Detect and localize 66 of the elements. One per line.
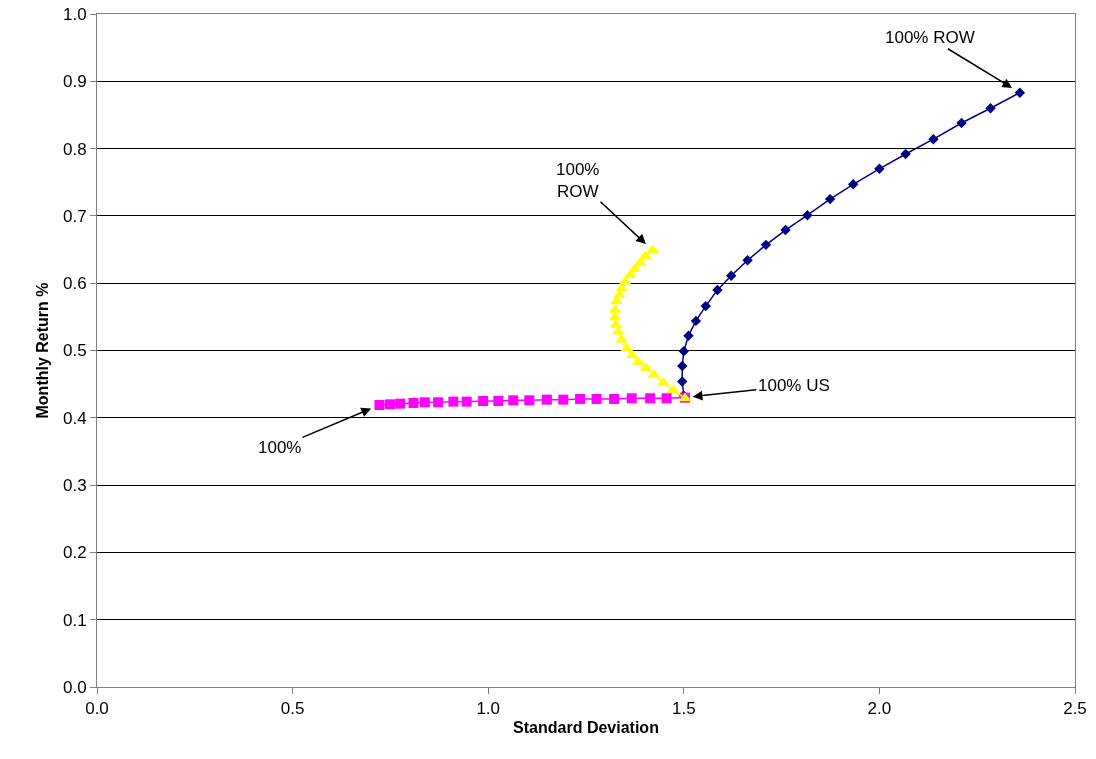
point xyxy=(678,345,689,357)
point xyxy=(780,224,791,236)
annotation: 100% ROW xyxy=(885,28,975,47)
x-tick-label: 1.5 xyxy=(671,699,696,719)
point xyxy=(609,393,620,404)
point xyxy=(493,395,504,406)
y-axis-title: Monthly Return % xyxy=(33,282,51,419)
x-tick-label: 0.0 xyxy=(85,699,109,719)
point xyxy=(1014,87,1026,98)
point xyxy=(742,255,753,266)
y-tick-label: 0.5 xyxy=(62,341,87,361)
point xyxy=(690,315,702,327)
annotation: 100% US xyxy=(758,376,830,395)
point xyxy=(725,270,737,281)
point xyxy=(612,289,626,299)
point xyxy=(847,179,859,190)
point xyxy=(677,376,688,387)
point xyxy=(645,393,656,404)
y-tick-label: 0.7 xyxy=(62,206,87,226)
annotation: 100% ROW xyxy=(556,160,600,202)
x-tick-label: 0.5 xyxy=(280,699,305,719)
y-tick-label: 0.1 xyxy=(62,610,87,630)
x-tick-label: 2.5 xyxy=(1063,699,1087,719)
y-tick-label: 0.3 xyxy=(62,476,87,496)
point xyxy=(374,400,385,411)
point xyxy=(448,396,459,407)
point xyxy=(802,210,813,221)
point xyxy=(385,399,396,410)
point xyxy=(900,148,911,160)
annotation: 100% xyxy=(258,438,302,457)
y-tick-label: 1.0 xyxy=(62,4,87,24)
point xyxy=(558,394,569,405)
x-axis-title: Standard Deviation xyxy=(513,719,659,737)
point xyxy=(433,397,444,408)
point xyxy=(661,393,672,404)
point xyxy=(461,396,472,407)
point xyxy=(956,117,967,129)
point xyxy=(928,133,939,145)
y-tick-label: 0.0 xyxy=(62,677,87,697)
y-tick-label: 0.6 xyxy=(62,274,87,294)
y-tick-label: 0.9 xyxy=(62,72,87,92)
point xyxy=(712,284,723,296)
point xyxy=(677,360,688,372)
point xyxy=(626,393,637,404)
point xyxy=(395,398,406,409)
point xyxy=(620,342,634,352)
point xyxy=(508,395,519,406)
y-tick-label: 0.2 xyxy=(62,543,87,563)
point xyxy=(874,163,885,174)
point xyxy=(575,393,586,404)
x-tick-label: 2.0 xyxy=(867,699,892,719)
point xyxy=(408,397,419,408)
point xyxy=(541,394,552,405)
point xyxy=(683,330,694,341)
point xyxy=(824,193,836,205)
point xyxy=(478,395,489,406)
point xyxy=(700,300,711,312)
x-tick-label: 1.0 xyxy=(476,699,501,719)
point xyxy=(760,239,772,251)
y-tick-label: 0.4 xyxy=(62,408,87,428)
point xyxy=(985,103,996,114)
point xyxy=(638,250,652,260)
point xyxy=(419,397,430,408)
y-tick-label: 0.8 xyxy=(62,139,87,159)
point xyxy=(591,393,602,404)
point xyxy=(524,395,535,406)
